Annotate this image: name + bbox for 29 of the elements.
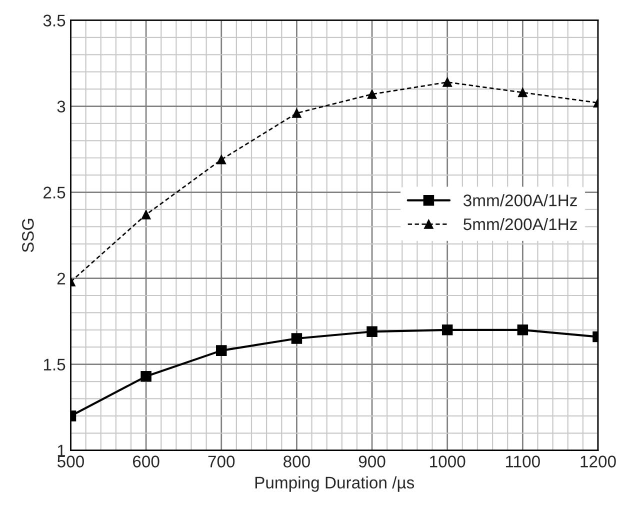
x-tick-label: 700 (208, 456, 235, 468)
point (216, 345, 227, 356)
x-tick-label: 900 (358, 456, 386, 468)
point (442, 324, 453, 336)
y-tick-label: 2 (57, 272, 66, 284)
point (518, 88, 528, 98)
legend-label: 3mm/200A/1Hz (464, 194, 577, 206)
x-axis-title: Pumping Duration /µs (255, 476, 414, 492)
y-tick-label: 1.5 (44, 358, 66, 371)
x-tick-label: 1100 (506, 456, 540, 468)
point (366, 326, 378, 338)
y-tick-label: 2.5 (44, 186, 66, 198)
point (442, 77, 452, 87)
x-tick-label: 800 (284, 456, 310, 468)
legend-label: 5mm/200A/1Hz (464, 218, 577, 230)
y-tick-label: 3.5 (43, 14, 66, 26)
x-tick-label: 600 (132, 456, 160, 468)
point (216, 154, 226, 164)
x-tick-label: 500 (57, 456, 84, 468)
y-tick-label: 3 (57, 100, 66, 112)
point (292, 108, 302, 118)
point (140, 370, 152, 382)
point (291, 333, 302, 344)
x-tick-label: 1000 (430, 456, 466, 468)
point (517, 324, 528, 336)
point (141, 210, 151, 220)
x-tick-label: 1200 (580, 456, 616, 468)
y-axis-title: SSG (22, 218, 34, 252)
point (367, 90, 377, 99)
